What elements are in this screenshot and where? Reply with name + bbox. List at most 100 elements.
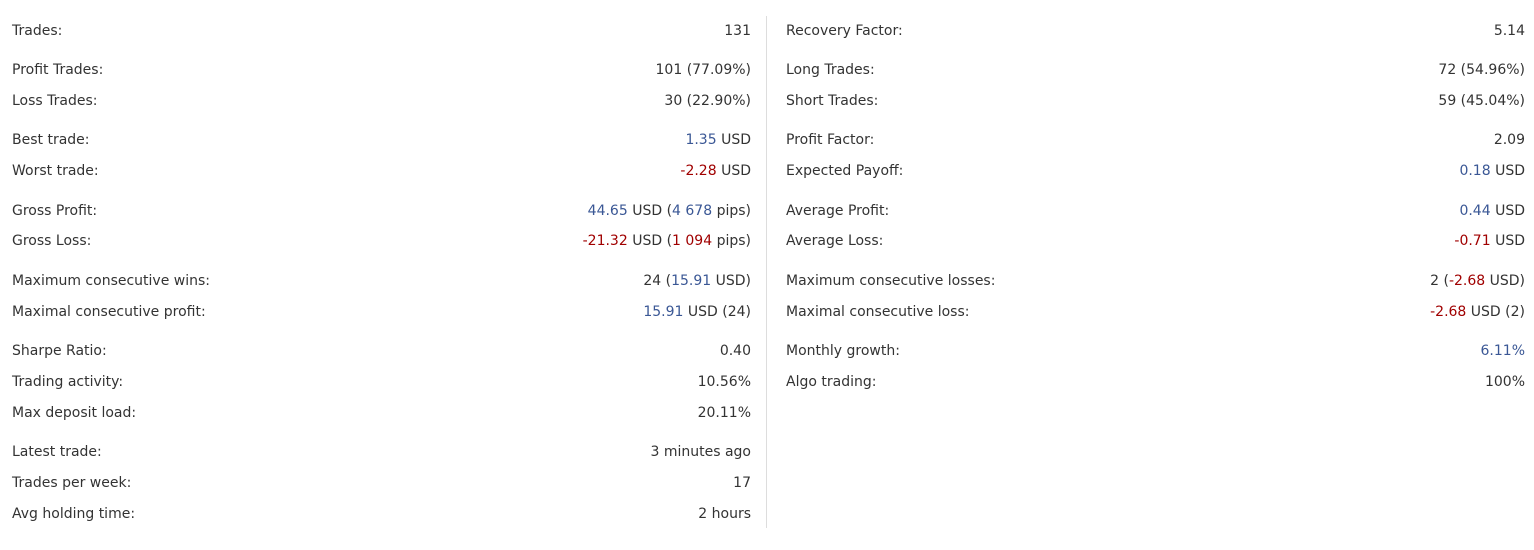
average-profit-label: Average Profit: xyxy=(786,203,890,219)
stat-row-latest-trade: Latest trade: 3 minutes ago xyxy=(12,442,751,462)
stat-row-maximal-consecutive-profit: Maximal consecutive profit: 15.91 USD (2… xyxy=(12,302,751,322)
stat-row-expected-payoff: Expected Payoff: 0.18 USD xyxy=(786,161,1525,181)
long-trades-value: 72 (54.96%) xyxy=(1438,62,1525,78)
stat-row-sharpe-ratio: Sharpe Ratio: 0.40 xyxy=(12,341,751,361)
algo-trading-value: 100% xyxy=(1484,374,1525,390)
recovery-factor-value: 5.14 xyxy=(1493,23,1525,39)
short-trades-label: Short Trades: xyxy=(786,93,879,109)
trading-activity-label: Trading activity: xyxy=(12,374,124,390)
stat-row-average-loss: Average Loss: -0.71 USD xyxy=(786,231,1525,251)
best-trade-unit: USD xyxy=(716,132,751,148)
max-consecutive-wins-amount: 15.91 xyxy=(671,273,712,289)
stat-row-profit-trades: Profit Trades: 101 (77.09%) xyxy=(12,60,751,80)
worst-trade-label: Worst trade: xyxy=(12,163,99,179)
maximal-consecutive-profit-amount: 15.91 xyxy=(643,304,684,320)
gross-profit-value: 44.65 USD (4 678 pips) xyxy=(588,201,751,221)
max-consecutive-losses-suffix: USD) xyxy=(1485,273,1525,289)
long-trades-label: Long Trades: xyxy=(786,62,875,78)
stat-row-profit-factor: Profit Factor: 2.09 xyxy=(786,130,1525,150)
sharpe-ratio-label: Sharpe Ratio: xyxy=(12,343,107,359)
stat-row-loss-trades: Loss Trades: 30 (22.90%) xyxy=(12,91,751,111)
latest-trade-value: 3 minutes ago xyxy=(650,444,751,460)
trades-label: Trades: xyxy=(12,23,63,39)
short-trades-value: 59 (45.04%) xyxy=(1438,93,1525,109)
maximal-consecutive-loss-value: -2.68 USD (2) xyxy=(1430,302,1525,322)
expected-payoff-unit: USD xyxy=(1490,163,1525,179)
stat-row-max-consecutive-wins: Maximum consecutive wins: 24 (15.91 USD) xyxy=(12,271,751,291)
max-consecutive-losses-prefix: 2 ( xyxy=(1430,273,1449,289)
stat-row-gross-profit: Gross Profit: 44.65 USD (4 678 pips) xyxy=(12,201,751,221)
monthly-growth-label: Monthly growth: xyxy=(786,343,900,359)
loss-trades-label: Loss Trades: xyxy=(12,93,98,109)
stat-row-average-profit: Average Profit: 0.44 USD xyxy=(786,201,1525,221)
maximal-consecutive-profit-suffix: USD (24) xyxy=(683,304,751,320)
average-loss-unit: USD xyxy=(1490,233,1525,249)
max-consecutive-wins-prefix: 24 ( xyxy=(643,273,672,289)
trading-activity-value: 10.56% xyxy=(697,374,751,390)
maximal-consecutive-loss-suffix: USD (2) xyxy=(1466,304,1525,320)
gross-profit-label: Gross Profit: xyxy=(12,203,98,219)
sharpe-ratio-value: 0.40 xyxy=(719,343,751,359)
worst-trade-amount: -2.28 xyxy=(680,163,717,179)
maximal-consecutive-profit-value: 15.91 USD (24) xyxy=(643,302,751,322)
profit-factor-value: 2.09 xyxy=(1493,132,1525,148)
max-consecutive-wins-value: 24 (15.91 USD) xyxy=(643,271,751,291)
max-consecutive-wins-label: Maximum consecutive wins: xyxy=(12,273,210,289)
avg-holding-time-value: 2 hours xyxy=(698,506,751,522)
best-trade-amount: 1.35 xyxy=(685,132,717,148)
maximal-consecutive-profit-label: Maximal consecutive profit: xyxy=(12,304,206,320)
stat-row-gross-loss: Gross Loss: -21.32 USD (1 094 pips) xyxy=(12,231,751,251)
stat-row-short-trades: Short Trades: 59 (45.04%) xyxy=(786,91,1525,111)
maximal-consecutive-loss-label: Maximal consecutive loss: xyxy=(786,304,970,320)
best-trade-label: Best trade: xyxy=(12,132,90,148)
average-profit-amount: 0.44 xyxy=(1459,203,1491,219)
stat-row-algo-trading: Algo trading: 100% xyxy=(786,372,1525,392)
profit-factor-label: Profit Factor: xyxy=(786,132,875,148)
trades-per-week-label: Trades per week: xyxy=(12,475,132,491)
max-consecutive-losses-amount: -2.68 xyxy=(1448,273,1486,289)
stat-row-avg-holding-time: Avg holding time: 2 hours xyxy=(12,504,751,524)
monthly-growth-value: 6.11% xyxy=(1480,343,1525,359)
average-profit-unit: USD xyxy=(1490,203,1525,219)
column-divider xyxy=(766,16,767,528)
stat-row-recovery-factor: Recovery Factor: 5.14 xyxy=(786,21,1525,41)
stat-row-max-consecutive-losses: Maximum consecutive losses: 2 (-2.68 USD… xyxy=(786,271,1525,291)
gross-loss-mid: USD ( xyxy=(627,233,673,249)
gross-profit-suffix: pips) xyxy=(712,203,751,219)
gross-loss-pips: 1 094 xyxy=(672,233,713,249)
max-consecutive-wins-suffix: USD) xyxy=(711,273,751,289)
average-loss-label: Average Loss: xyxy=(786,233,884,249)
stat-row-max-deposit-load: Max deposit load: 20.11% xyxy=(12,403,751,423)
trades-value: 131 xyxy=(724,23,751,39)
gross-profit-pips: 4 678 xyxy=(672,203,713,219)
stat-row-trades-per-week: Trades per week: 17 xyxy=(12,473,751,493)
gross-loss-label: Gross Loss: xyxy=(12,233,92,249)
stat-row-trades: Trades: 131 xyxy=(12,21,751,41)
best-trade-value: 1.35 USD xyxy=(685,130,751,150)
gross-loss-suffix: pips) xyxy=(712,233,751,249)
gross-profit-mid: USD ( xyxy=(627,203,673,219)
max-deposit-load-label: Max deposit load: xyxy=(12,405,137,421)
stat-row-worst-trade: Worst trade: -2.28 USD xyxy=(12,161,751,181)
expected-payoff-amount: 0.18 xyxy=(1459,163,1491,179)
profit-trades-value: 101 (77.09%) xyxy=(655,62,751,78)
profit-trades-label: Profit Trades: xyxy=(12,62,104,78)
stat-row-monthly-growth: Monthly growth: 6.11% xyxy=(786,341,1525,361)
expected-payoff-value: 0.18 USD xyxy=(1459,161,1525,181)
latest-trade-label: Latest trade: xyxy=(12,444,102,460)
stat-row-best-trade: Best trade: 1.35 USD xyxy=(12,130,751,150)
avg-holding-time-label: Avg holding time: xyxy=(12,506,136,522)
recovery-factor-label: Recovery Factor: xyxy=(786,23,903,39)
average-loss-value: -0.71 USD xyxy=(1454,231,1525,251)
maximal-consecutive-loss-amount: -2.68 xyxy=(1430,304,1467,320)
stat-row-long-trades: Long Trades: 72 (54.96%) xyxy=(786,60,1525,80)
stat-row-maximal-consecutive-loss: Maximal consecutive loss: -2.68 USD (2) xyxy=(786,302,1525,322)
average-profit-value: 0.44 USD xyxy=(1459,201,1525,221)
gross-profit-amount: 44.65 xyxy=(587,203,628,219)
max-consecutive-losses-value: 2 (-2.68 USD) xyxy=(1430,271,1525,291)
loss-trades-value: 30 (22.90%) xyxy=(664,93,751,109)
expected-payoff-label: Expected Payoff: xyxy=(786,163,904,179)
max-deposit-load-value: 20.11% xyxy=(697,405,751,421)
gross-loss-value: -21.32 USD (1 094 pips) xyxy=(583,231,751,251)
worst-trade-unit: USD xyxy=(716,163,751,179)
